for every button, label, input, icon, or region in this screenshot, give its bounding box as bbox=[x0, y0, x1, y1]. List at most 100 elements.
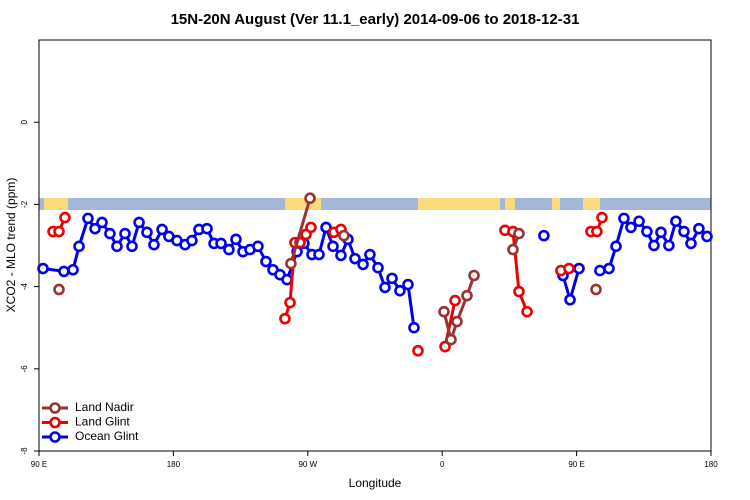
point bbox=[260, 255, 272, 268]
point bbox=[305, 221, 317, 234]
point bbox=[156, 223, 168, 236]
point bbox=[53, 225, 65, 238]
point bbox=[338, 229, 350, 242]
point bbox=[563, 262, 575, 275]
series bbox=[37, 212, 713, 334]
point bbox=[507, 243, 519, 256]
point bbox=[445, 333, 457, 346]
point bbox=[357, 258, 369, 271]
point bbox=[670, 215, 682, 228]
x-tick-label: 90 W bbox=[298, 460, 317, 469]
point bbox=[37, 262, 49, 275]
point bbox=[438, 305, 450, 318]
point bbox=[313, 248, 325, 261]
point bbox=[521, 305, 533, 318]
point bbox=[641, 225, 653, 238]
point bbox=[603, 262, 615, 275]
x-tick-label: 180 bbox=[167, 460, 181, 469]
point bbox=[402, 278, 414, 291]
point bbox=[513, 227, 525, 240]
point bbox=[252, 240, 264, 253]
y-tick-label: 0 bbox=[20, 119, 29, 124]
point bbox=[468, 269, 480, 282]
point bbox=[590, 283, 602, 296]
point bbox=[655, 226, 667, 239]
point bbox=[372, 261, 384, 274]
legend-label: Ocean Glint bbox=[75, 429, 139, 443]
point bbox=[618, 212, 630, 225]
point bbox=[133, 216, 145, 229]
point bbox=[186, 234, 198, 247]
land-ocean-strip bbox=[39, 198, 711, 210]
x-tick-label: 90 E bbox=[31, 460, 47, 469]
point bbox=[573, 262, 585, 275]
point bbox=[349, 252, 361, 265]
x-tick-label: 180 bbox=[704, 460, 718, 469]
point bbox=[279, 312, 291, 325]
point bbox=[58, 265, 70, 278]
point bbox=[111, 240, 123, 253]
point bbox=[408, 321, 420, 334]
point bbox=[53, 283, 65, 296]
point bbox=[304, 192, 316, 205]
y-tick-label: -6 bbox=[20, 365, 29, 373]
point bbox=[327, 240, 339, 253]
point bbox=[148, 238, 160, 251]
legend-marker bbox=[49, 431, 61, 443]
point bbox=[89, 222, 101, 235]
point bbox=[394, 284, 406, 297]
point bbox=[386, 272, 398, 285]
point bbox=[73, 240, 85, 253]
point bbox=[285, 257, 297, 270]
point bbox=[594, 264, 606, 277]
point bbox=[701, 230, 713, 243]
series bbox=[53, 192, 602, 346]
y-tick-label: -8 bbox=[20, 447, 29, 455]
y-axis-label: XCO2 - MLO trend (ppm) bbox=[4, 178, 18, 313]
point bbox=[564, 293, 576, 306]
point bbox=[451, 315, 463, 328]
point bbox=[663, 239, 675, 252]
point bbox=[678, 225, 690, 238]
point bbox=[104, 227, 116, 240]
point bbox=[126, 240, 138, 253]
point bbox=[230, 233, 242, 246]
point bbox=[67, 263, 79, 276]
legend-label: Land Glint bbox=[75, 415, 130, 429]
series-line bbox=[42, 214, 416, 328]
x-tick-label: 0 bbox=[440, 460, 445, 469]
point bbox=[320, 221, 332, 234]
point bbox=[449, 294, 461, 307]
legend-marker bbox=[49, 402, 61, 414]
point bbox=[223, 243, 235, 256]
point bbox=[685, 237, 697, 250]
y-tick-label: -2 bbox=[20, 200, 29, 208]
point bbox=[461, 289, 473, 302]
point bbox=[284, 296, 296, 309]
point bbox=[596, 211, 608, 224]
point bbox=[379, 281, 391, 294]
chart-title: 15N-20N August (Ver 11.1_early) 2014-09-… bbox=[171, 11, 580, 28]
point bbox=[648, 239, 660, 252]
point bbox=[591, 225, 603, 238]
point bbox=[513, 285, 525, 298]
point bbox=[364, 248, 376, 261]
legend-label: Land Nadir bbox=[75, 400, 134, 414]
series-line bbox=[442, 275, 476, 345]
legend-marker bbox=[49, 416, 61, 429]
point bbox=[82, 212, 94, 225]
plot-frame bbox=[38, 39, 712, 452]
point bbox=[141, 226, 153, 239]
point bbox=[215, 237, 227, 250]
point bbox=[96, 216, 108, 229]
x-tick-label: 90 E bbox=[568, 460, 584, 469]
point bbox=[412, 344, 424, 357]
point bbox=[439, 340, 451, 353]
point bbox=[625, 221, 637, 234]
point bbox=[119, 227, 131, 240]
y-tick-label: -4 bbox=[20, 282, 29, 290]
point bbox=[201, 222, 213, 235]
point bbox=[610, 240, 622, 253]
point bbox=[693, 222, 705, 235]
